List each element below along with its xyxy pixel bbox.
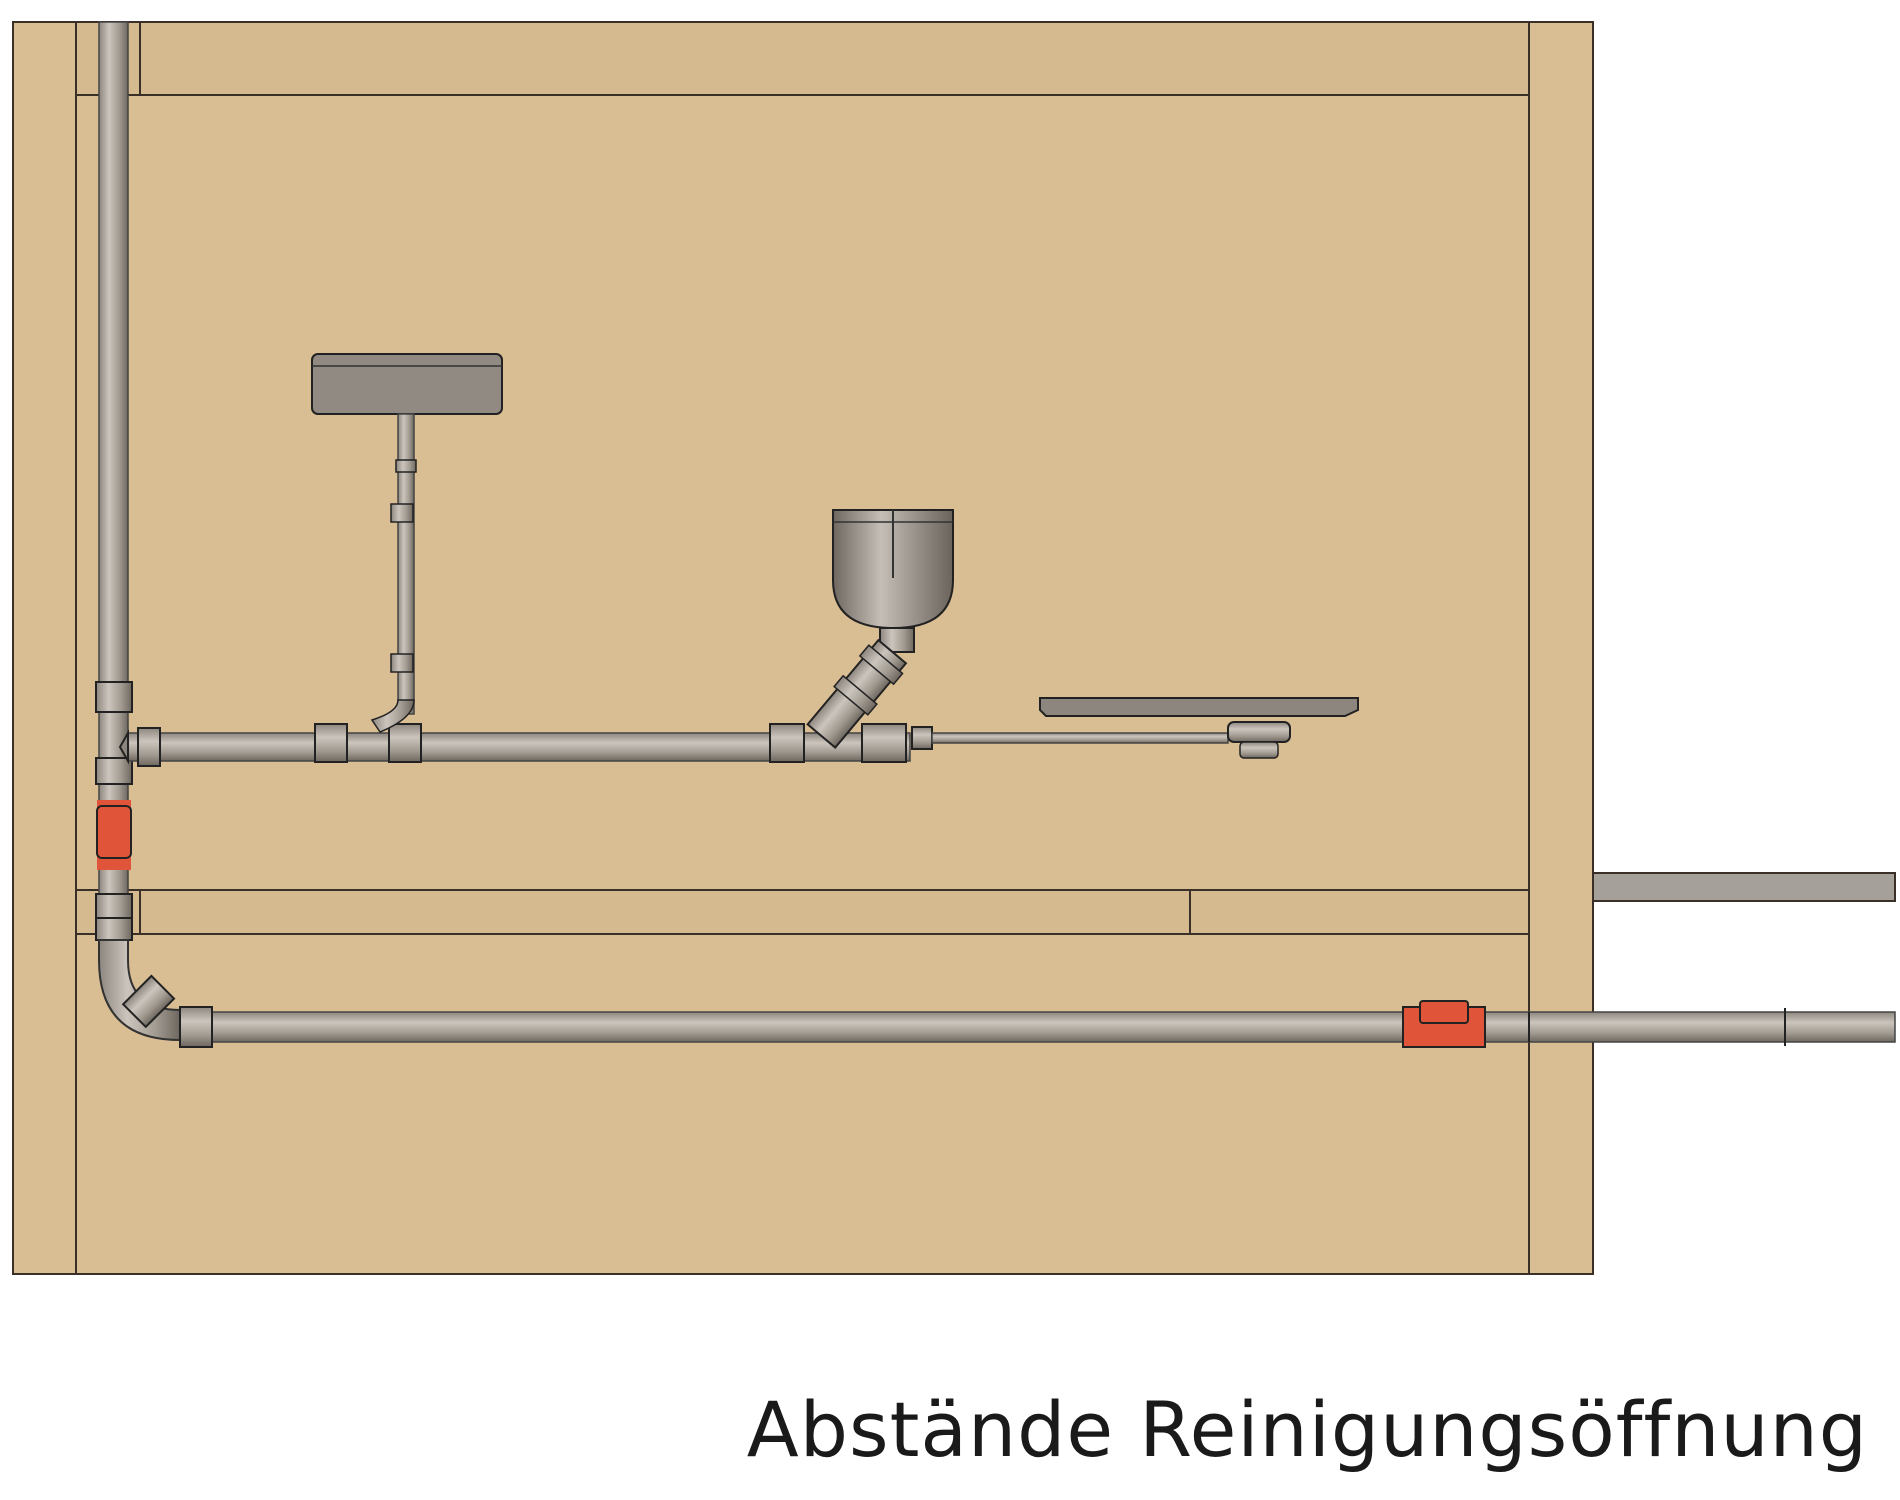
upper-drain-pipe (118, 723, 1229, 767)
top-rail (75, 21, 1530, 96)
cleanout-horizontal-cap (1419, 1000, 1469, 1024)
funnel-outlet (879, 627, 915, 653)
wall-board (12, 21, 1594, 1275)
bend-socket-ring (121, 974, 176, 1029)
upper-socket-f (911, 726, 933, 750)
upper-socket-c (388, 723, 422, 763)
vertical-drain-pipe (95, 21, 133, 941)
vertical-socket-1 (95, 681, 133, 713)
vertical-socket-2 (95, 757, 133, 785)
shower-tray-drain (1039, 697, 1359, 759)
flush-cistern (311, 353, 503, 733)
outer-ledge (1592, 872, 1896, 902)
upper-socket-b (314, 723, 348, 763)
lower-pipe-body (179, 1011, 1896, 1043)
thin-pipe-to-tray (931, 732, 1229, 744)
cleanout-vertical-cap (96, 805, 132, 859)
vertical-socket-3 (95, 893, 133, 919)
upper-socket-d (769, 723, 805, 763)
tray-drain-trap (1239, 741, 1279, 759)
lower-socket-1 (179, 1006, 213, 1048)
vertical-pipe-body (98, 21, 129, 941)
cistern-pipe-coupling-3 (390, 653, 414, 673)
lower-drain-pipe (179, 1006, 1896, 1048)
upper-socket-a (137, 727, 161, 767)
diagram-caption: Abstände Reinigungsöffnung (746, 1385, 1868, 1474)
shower-tray-plate (1039, 697, 1359, 717)
middle-rail (75, 889, 1530, 935)
upper-socket-e (861, 723, 907, 763)
funnel-branch-socket-1 (858, 644, 904, 686)
tray-drain-body (1227, 721, 1291, 743)
funnel-branch-socket-2 (833, 674, 878, 716)
cistern-pipe-coupling-2 (390, 503, 414, 523)
cistern-body (311, 353, 503, 415)
cleanout-vertical (96, 800, 132, 870)
vertical-socket-4 (95, 917, 133, 941)
cistern-pipe-coupling-1 (395, 459, 417, 473)
cistern-pipe-elbow (370, 699, 415, 733)
bend-socket (121, 974, 176, 1029)
tee-junction (118, 729, 129, 765)
board-panel (12, 21, 1594, 1275)
cleanout-horizontal (1402, 1000, 1486, 1048)
funnel-bowl (806, 509, 954, 749)
funnel-branch (806, 638, 908, 749)
